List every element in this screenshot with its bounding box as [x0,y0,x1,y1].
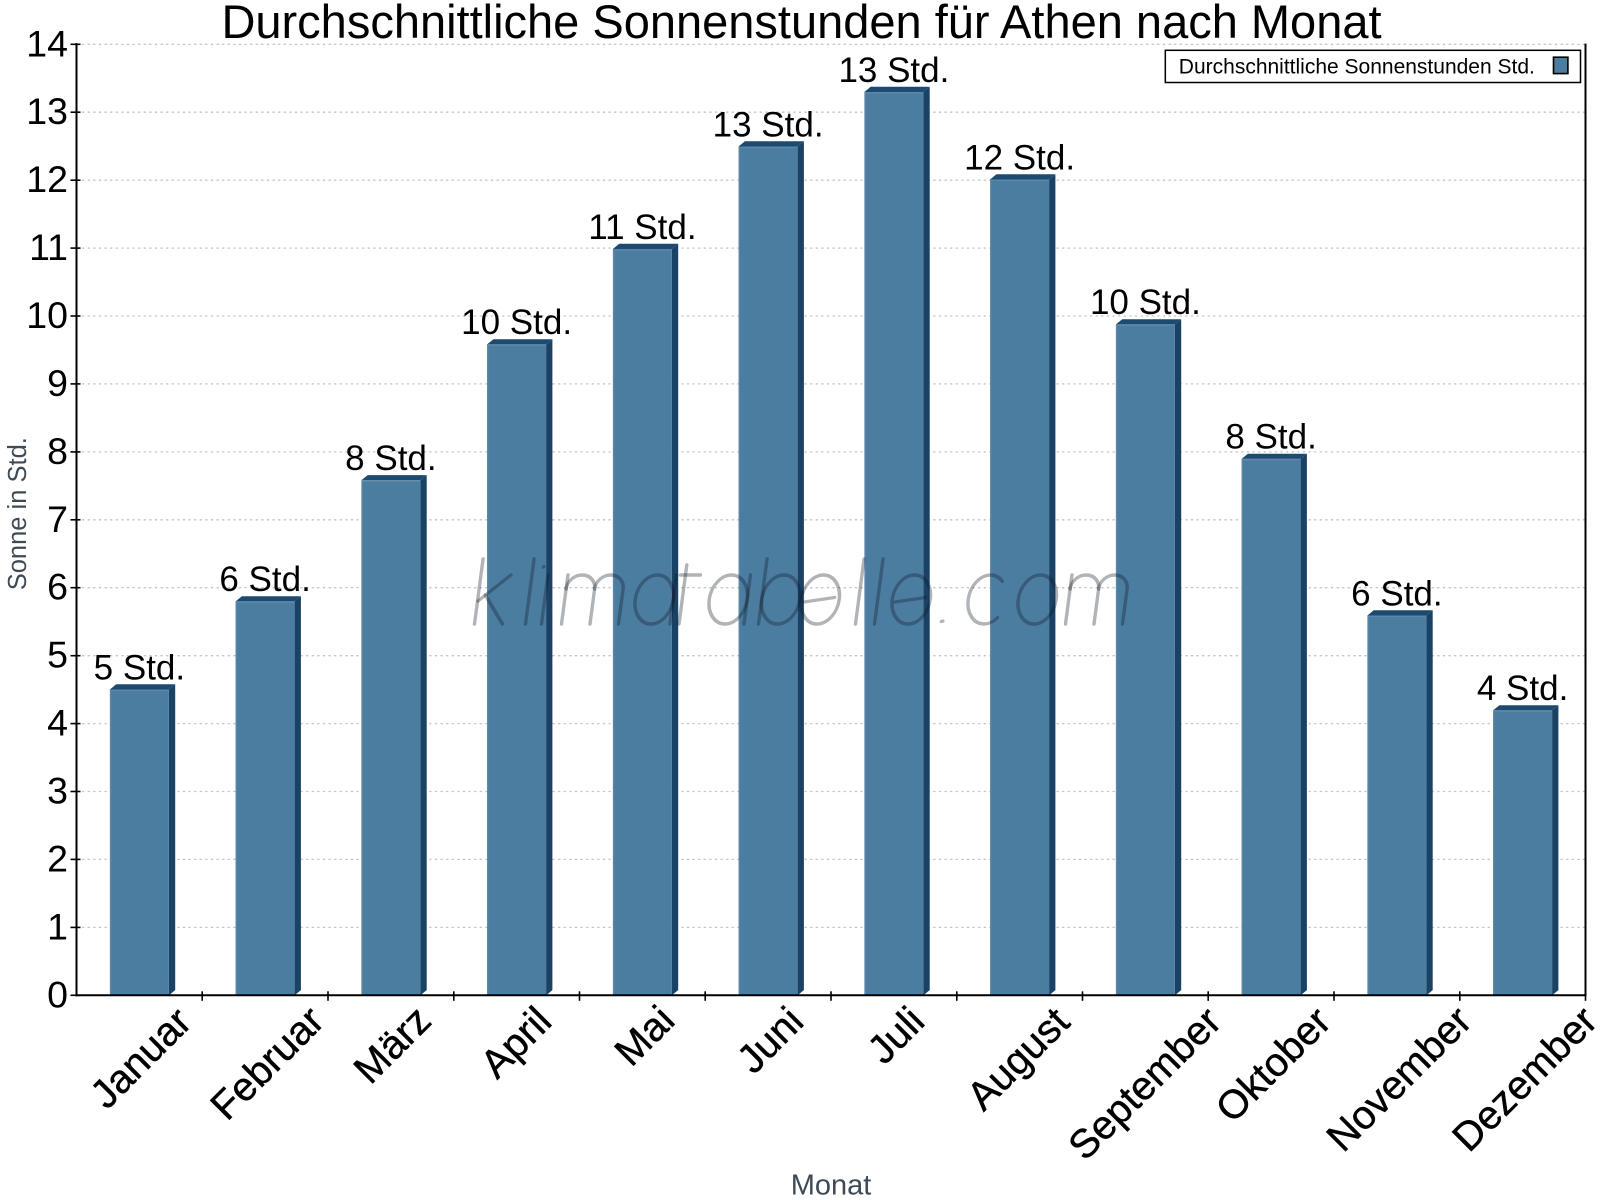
svg-text:8 Std.: 8 Std. [345,439,436,478]
svg-text:6 Std.: 6 Std. [219,560,310,599]
svg-text:5: 5 [47,634,68,676]
svg-text:4: 4 [47,702,68,744]
svg-text:5 Std.: 5 Std. [94,648,185,687]
svg-text:2: 2 [47,837,68,879]
svg-text:13 Std.: 13 Std. [713,105,824,144]
svg-text:14: 14 [26,22,68,64]
svg-text:11 Std.: 11 Std. [588,208,696,247]
svg-text:10 Std.: 10 Std. [461,303,572,342]
svg-text:4 Std.: 4 Std. [1477,669,1568,708]
svg-text:8 Std.: 8 Std. [1225,418,1316,457]
svg-text:3: 3 [47,770,68,812]
svg-text:0: 0 [47,973,68,1015]
svg-text:13 Std.: 13 Std. [838,51,949,90]
svg-text:13: 13 [26,90,68,132]
svg-text:Durchschnittliche Sonnenstunde: Durchschnittliche Sonnenstunden Std. [1179,56,1535,79]
svg-text:Sonne in Std.: Sonne in Std. [4,437,32,590]
svg-text:Durchschnittliche Sonnenstunde: Durchschnittliche Sonnenstunden für Athe… [221,0,1381,48]
svg-text:1: 1 [47,905,68,947]
svg-text:8: 8 [47,430,68,472]
svg-text:9: 9 [47,362,68,404]
svg-text:7: 7 [47,498,68,540]
svg-text:12: 12 [26,158,68,200]
svg-text:12 Std.: 12 Std. [964,138,1075,177]
svg-text:10 Std.: 10 Std. [1090,283,1201,322]
svg-text:10: 10 [26,294,68,336]
svg-text:6: 6 [47,566,68,608]
svg-text:6 Std.: 6 Std. [1351,574,1442,613]
svg-text:11: 11 [29,226,68,268]
svg-text:Monat: Monat [791,1170,872,1200]
